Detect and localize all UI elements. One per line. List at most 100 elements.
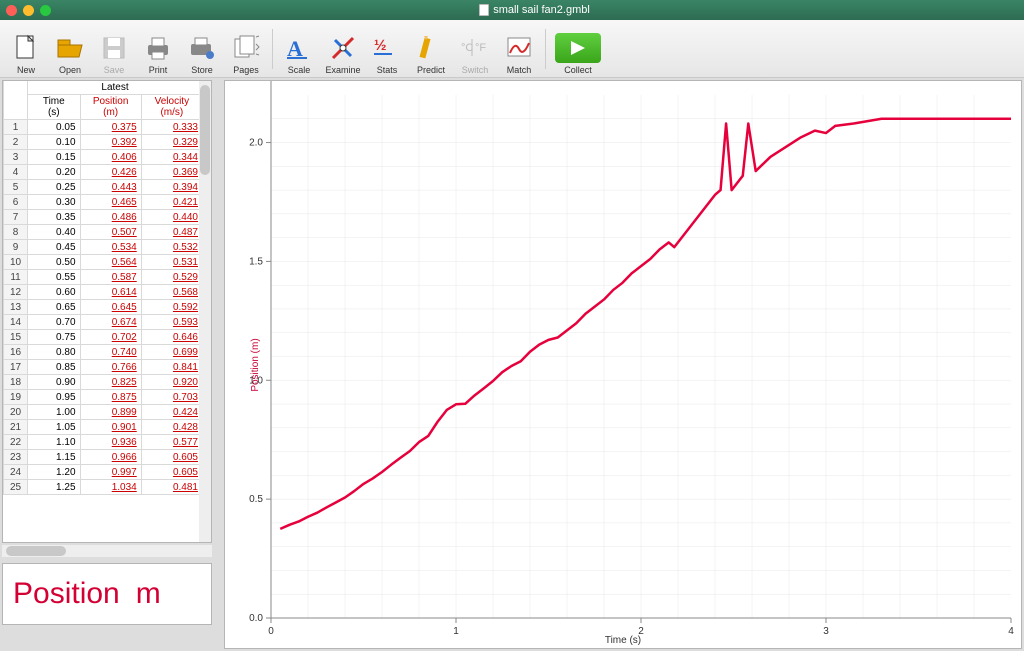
cell-velocity[interactable]: 0.487 [141,225,202,240]
splitter[interactable] [214,78,224,651]
column-header-time[interactable]: Time(s) [28,95,80,120]
cell-velocity[interactable]: 0.841 [141,360,202,375]
cell-time[interactable]: 0.25 [28,180,80,195]
table-row[interactable]: 10.050.3750.333 [4,120,203,135]
cell-position[interactable]: 0.443 [80,180,141,195]
table-row[interactable]: 170.850.7660.841 [4,360,203,375]
cell-time[interactable]: 0.45 [28,240,80,255]
cell-position[interactable]: 0.997 [80,465,141,480]
pages-button[interactable]: Pages [224,23,268,75]
table-row[interactable]: 130.650.6450.592 [4,300,203,315]
cell-velocity[interactable]: 0.369 [141,165,202,180]
table-row[interactable]: 20.100.3920.329 [4,135,203,150]
cell-time[interactable]: 0.10 [28,135,80,150]
cell-time[interactable]: 0.50 [28,255,80,270]
cell-position[interactable]: 0.564 [80,255,141,270]
collect-button[interactable]: Collect [550,23,606,75]
cell-velocity[interactable]: 0.592 [141,300,202,315]
cell-time[interactable]: 0.60 [28,285,80,300]
cell-time[interactable]: 0.75 [28,330,80,345]
cell-time[interactable]: 0.65 [28,300,80,315]
cell-velocity[interactable]: 0.333 [141,120,202,135]
cell-time[interactable]: 1.15 [28,450,80,465]
data-table-panel[interactable]: Latest Time(s)Position(m)Velocity(m/s) 1… [2,80,212,543]
cell-position[interactable]: 0.702 [80,330,141,345]
table-row[interactable]: 160.800.7400.699 [4,345,203,360]
table-row[interactable]: 100.500.5640.531 [4,255,203,270]
table-row[interactable]: 40.200.4260.369 [4,165,203,180]
cell-velocity[interactable]: 0.699 [141,345,202,360]
table-row[interactable]: 50.250.4430.394 [4,180,203,195]
cell-position[interactable]: 0.936 [80,435,141,450]
cell-velocity[interactable]: 0.529 [141,270,202,285]
cell-position[interactable]: 0.901 [80,420,141,435]
table-row[interactable]: 180.900.8250.920 [4,375,203,390]
table-row[interactable]: 231.150.9660.605 [4,450,203,465]
stats-button[interactable]: ½Stats [365,23,409,75]
data-table[interactable]: Latest Time(s)Position(m)Velocity(m/s) 1… [3,81,203,495]
cell-time[interactable]: 0.55 [28,270,80,285]
cell-velocity[interactable]: 0.424 [141,405,202,420]
column-header-position[interactable]: Position(m) [80,95,141,120]
cell-velocity[interactable]: 0.421 [141,195,202,210]
table-row[interactable]: 30.150.4060.344 [4,150,203,165]
cell-position[interactable]: 0.375 [80,120,141,135]
cell-position[interactable]: 0.406 [80,150,141,165]
cell-velocity[interactable]: 0.593 [141,315,202,330]
cell-position[interactable]: 0.766 [80,360,141,375]
cell-time[interactable]: 1.20 [28,465,80,480]
cell-time[interactable]: 0.20 [28,165,80,180]
cell-time[interactable]: 0.05 [28,120,80,135]
cell-velocity[interactable]: 0.703 [141,390,202,405]
cell-position[interactable]: 0.740 [80,345,141,360]
cell-velocity[interactable]: 0.605 [141,450,202,465]
table-row[interactable]: 80.400.5070.487 [4,225,203,240]
cell-position[interactable]: 0.426 [80,165,141,180]
cell-position[interactable]: 1.034 [80,480,141,495]
table-row[interactable]: 90.450.5340.532 [4,240,203,255]
zoom-window-button[interactable] [40,5,51,16]
cell-position[interactable]: 0.392 [80,135,141,150]
cell-time[interactable]: 0.90 [28,375,80,390]
table-row[interactable]: 190.950.8750.703 [4,390,203,405]
cell-position[interactable]: 0.587 [80,270,141,285]
cell-velocity[interactable]: 0.428 [141,420,202,435]
cell-time[interactable]: 0.80 [28,345,80,360]
table-row[interactable]: 120.600.6140.568 [4,285,203,300]
cell-time[interactable]: 1.00 [28,405,80,420]
cell-velocity[interactable]: 0.577 [141,435,202,450]
cell-velocity[interactable]: 0.532 [141,240,202,255]
table-row[interactable]: 70.350.4860.440 [4,210,203,225]
cell-time[interactable]: 0.95 [28,390,80,405]
cell-time[interactable]: 1.10 [28,435,80,450]
table-row[interactable]: 60.300.4650.421 [4,195,203,210]
cell-time[interactable]: 0.35 [28,210,80,225]
cell-position[interactable]: 0.875 [80,390,141,405]
close-window-button[interactable] [6,5,17,16]
table-row[interactable]: 150.750.7020.646 [4,330,203,345]
position-meter[interactable]: Position m [2,563,212,625]
cell-time[interactable]: 0.40 [28,225,80,240]
cell-position[interactable]: 0.534 [80,240,141,255]
table-row[interactable]: 110.550.5870.529 [4,270,203,285]
cell-velocity[interactable]: 0.344 [141,150,202,165]
cell-time[interactable]: 1.05 [28,420,80,435]
scale-button[interactable]: AScale [277,23,321,75]
cell-time[interactable]: 1.25 [28,480,80,495]
open-button[interactable]: Open [48,23,92,75]
cell-position[interactable]: 0.486 [80,210,141,225]
cell-velocity[interactable]: 0.568 [141,285,202,300]
cell-time[interactable]: 0.85 [28,360,80,375]
cell-velocity[interactable]: 0.481 [141,480,202,495]
cell-position[interactable]: 0.674 [80,315,141,330]
cell-position[interactable]: 0.507 [80,225,141,240]
examine-button[interactable]: Examine [321,23,365,75]
new-button[interactable]: New [4,23,48,75]
table-row[interactable]: 251.251.0340.481 [4,480,203,495]
store-button[interactable]: Store [180,23,224,75]
chart-panel[interactable]: Position (m) 012340.00.51.01.52.0 Time (… [224,80,1022,649]
predict-button[interactable]: Predict [409,23,453,75]
cell-velocity[interactable]: 0.920 [141,375,202,390]
column-header-velocity[interactable]: Velocity(m/s) [141,95,202,120]
minimize-window-button[interactable] [23,5,34,16]
